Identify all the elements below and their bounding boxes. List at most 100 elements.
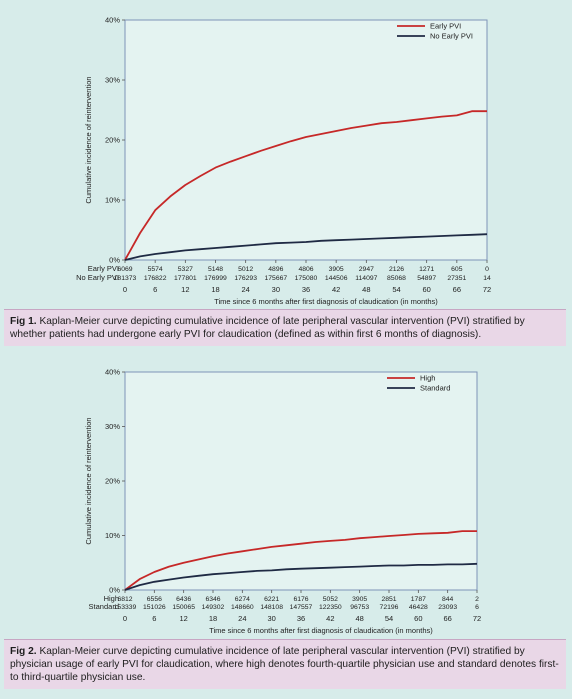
chart2-x-tick-label: 72 (473, 614, 481, 623)
chart1-risk-value: 605 (451, 266, 463, 273)
chart2-x-tick-label: 48 (355, 614, 363, 623)
chart1-x-tick-label: 30 (272, 285, 280, 294)
chart1-risk-value: 5012 (238, 266, 253, 273)
chart1-risk-value: 54897 (417, 275, 436, 282)
chart1-series-line-1 (124, 110, 487, 261)
figure-2: 0% 10% 20% 30% 40% Cumulative incidence of re… (0, 350, 572, 699)
chart2-legend-label: Standard (420, 384, 450, 393)
chart2-risk-value: 6176 (293, 596, 308, 603)
chart2-risk-value: 6 (475, 604, 479, 611)
chart2-series-line-2 (124, 562, 478, 591)
chart1-risk-value: 4806 (298, 266, 313, 273)
chart2-risk-value: 2851 (381, 596, 396, 603)
chart2-risk-value: 1787 (411, 596, 426, 603)
chart2-y-axis-label: Cumulative incidence of reintervention (84, 417, 93, 544)
chart1-risk-row-label: No Early PVI (76, 273, 119, 282)
chart2-risk-value: 147557 (290, 604, 313, 611)
chart2-legend-label: High (420, 374, 435, 383)
chart1-x-tick-label: 72 (483, 285, 491, 294)
chart2-risk-value: 148108 (260, 604, 283, 611)
chart2-risk-value: 149302 (202, 604, 225, 611)
chart2-risk-value: 6556 (147, 596, 162, 603)
chart1-risk-value: 85068 (387, 275, 406, 282)
chart2-risk-row-label: High (104, 594, 119, 603)
chart2-x-tick-label: 6 (152, 614, 156, 623)
chart1-risk-value: 176293 (234, 275, 257, 282)
chart1-y-axis-label: Cumulative incidence of reintervention (84, 76, 93, 203)
chart2-risk-value: 72196 (380, 604, 399, 611)
chart1-risk-value: 181373 (114, 275, 137, 282)
chart1-plot-area (124, 19, 488, 261)
chart1-x-tick-label: 60 (422, 285, 430, 294)
chart1-risk-value: 27351 (447, 275, 466, 282)
chart1-risk-value: 1271 (419, 266, 434, 273)
chart2-risk-value: 6274 (235, 596, 250, 603)
chart2-risk-value: 153339 (114, 604, 137, 611)
chart1-x-tick-label: 18 (211, 285, 219, 294)
chart1-risk-value: 5148 (208, 266, 223, 273)
chart1-x-tick-label: 0 (123, 285, 127, 294)
chart2-x-tick-label: 18 (209, 614, 217, 623)
chart2-x-tick-label: 54 (385, 614, 393, 623)
chart1-x-tick-label: 42 (332, 285, 340, 294)
caption-2-text: Kaplan-Meier curve depicting cumulative … (10, 646, 559, 683)
chart-1: 0% 10% 20% 30% 40% Cumulative incidence of re… (76, 16, 491, 307)
chart2-x-tick-label: 12 (179, 614, 187, 623)
chart1-risk-value: 2126 (389, 266, 404, 273)
chart2-risk-value: 6436 (176, 596, 191, 603)
chart2-y-tick-label: 10% (105, 531, 120, 540)
chart1-y-tick-label: 0% (109, 256, 120, 265)
chart1-x-tick-label: 24 (241, 285, 249, 294)
chart1-risk-value: 2947 (359, 266, 374, 273)
chart2-x-tick-label: 66 (443, 614, 451, 623)
chart2-x-tick-label: 0 (123, 614, 127, 623)
chart2-x-tick-label: 42 (326, 614, 334, 623)
chart2-risk-value: 6346 (205, 596, 220, 603)
chart2-x-tick-label: 30 (267, 614, 275, 623)
chart1-y-tick-label: 20% (105, 136, 120, 145)
chart2-x-axis-label: Time since 6 months after first diagnosi… (209, 626, 433, 635)
chart1-y-tick-label: 30% (105, 76, 120, 85)
caption-2: Fig 2. Kaplan-Meier curve depicting cumu… (4, 639, 566, 689)
chart1-risk-value: 14 (483, 275, 491, 282)
chart1-x-tick-label: 6 (153, 285, 157, 294)
chart2-risk-value: 150065 (172, 604, 195, 611)
chart1-risk-value: 175080 (295, 275, 318, 282)
chart1-risk-value: 114097 (355, 275, 377, 282)
chart1-risk-value: 6069 (117, 266, 132, 273)
chart1-risk-value: 5574 (148, 266, 163, 273)
chart2-risk-value: 151026 (143, 604, 166, 611)
caption-2-label: Fig 2. (10, 646, 37, 657)
chart1-y-tick-label: 10% (105, 196, 120, 205)
chart1-risk-value: 176999 (204, 275, 227, 282)
chart2-risk-value: 122350 (319, 604, 342, 611)
chart2-risk-value: 6812 (117, 596, 132, 603)
chart2-x-tick-label: 36 (297, 614, 305, 623)
chart1-x-tick-label: 48 (362, 285, 370, 294)
chart1-risk-value: 144506 (325, 275, 348, 282)
chart2-risk-value: 3905 (352, 596, 367, 603)
chart1-risk-value: 177801 (174, 275, 197, 282)
chart2-x-tick-label: 60 (414, 614, 422, 623)
chart1-risk-row-label: Early PVI (88, 264, 119, 273)
caption-1-text: Kaplan-Meier curve depicting cumulative … (10, 316, 525, 340)
chart1-legend-label: Early PVI (430, 22, 461, 31)
chart2-y-tick-label: 40% (105, 368, 120, 377)
chart-2: 0% 10% 20% 30% 40% Cumulative incidence of re… (84, 368, 481, 636)
chart1-risk-value: 5327 (178, 266, 193, 273)
chart1-x-tick-label: 36 (302, 285, 310, 294)
chart1-risk-value: 4896 (268, 266, 283, 273)
chart1-risk-value: 176822 (144, 275, 167, 282)
chart2-risk-value: 23093 (438, 604, 457, 611)
chart1-series-line-2 (124, 233, 488, 261)
chart1-risk-value: 0 (485, 266, 489, 273)
chart2-risk-value: 46428 (409, 604, 428, 611)
chart1-x-tick-label: 12 (181, 285, 189, 294)
chart2-risk-value: 844 (442, 596, 454, 603)
figure-1: 0% 10% 20% 30% 40% Cumulative incidence of re… (4, 16, 566, 346)
chart1-risk-value: 3905 (329, 266, 344, 273)
chart1-risk-value: 175667 (264, 275, 287, 282)
caption-1-label: Fig 1. (10, 316, 37, 327)
chart2-y-tick-label: 20% (105, 477, 120, 486)
chart2-risk-value: 6221 (264, 596, 279, 603)
